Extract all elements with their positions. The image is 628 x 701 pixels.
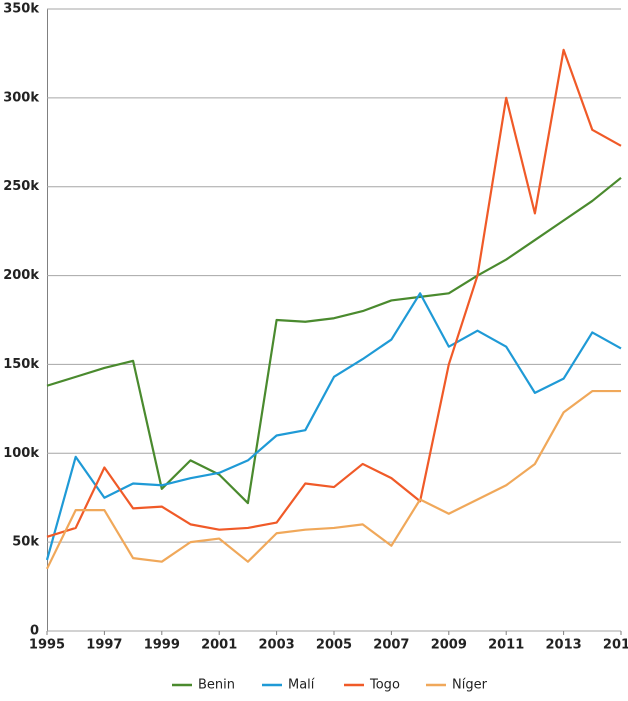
series-line — [46, 389, 621, 570]
y-tick-label: 300k — [3, 90, 39, 105]
series-line — [46, 176, 622, 505]
y-tick-label: 100k — [3, 446, 39, 461]
x-tick-label: 2003 — [259, 638, 295, 653]
x-tick-label: 2005 — [316, 638, 352, 653]
x-tick-label: 2001 — [201, 638, 237, 653]
x-tick-label: 1999 — [144, 638, 180, 653]
y-tick-label: 150k — [3, 357, 39, 372]
y-tick-label: 350k — [3, 2, 39, 17]
y-tick-label: 50k — [12, 535, 39, 550]
y-tick-label: 200k — [3, 268, 39, 283]
series-line — [46, 48, 622, 538]
x-tick-label: 2015 — [603, 638, 628, 653]
x-tick-label: 2009 — [431, 638, 467, 653]
x-tick-label: 2013 — [546, 638, 582, 653]
x-tick-label: 2011 — [488, 638, 524, 653]
series-line — [45, 292, 622, 561]
legend-label: Níger — [452, 678, 488, 693]
legend-label: Togo — [369, 678, 400, 693]
x-tick-label: 2007 — [373, 638, 409, 653]
legend-label: Benin — [198, 678, 235, 693]
y-tick-label: 250k — [3, 179, 39, 194]
x-tick-label: 1997 — [86, 638, 122, 653]
x-tick-label: 1995 — [29, 638, 65, 653]
y-tick-label: 0 — [30, 624, 39, 639]
legend-label: Malí — [288, 678, 315, 693]
